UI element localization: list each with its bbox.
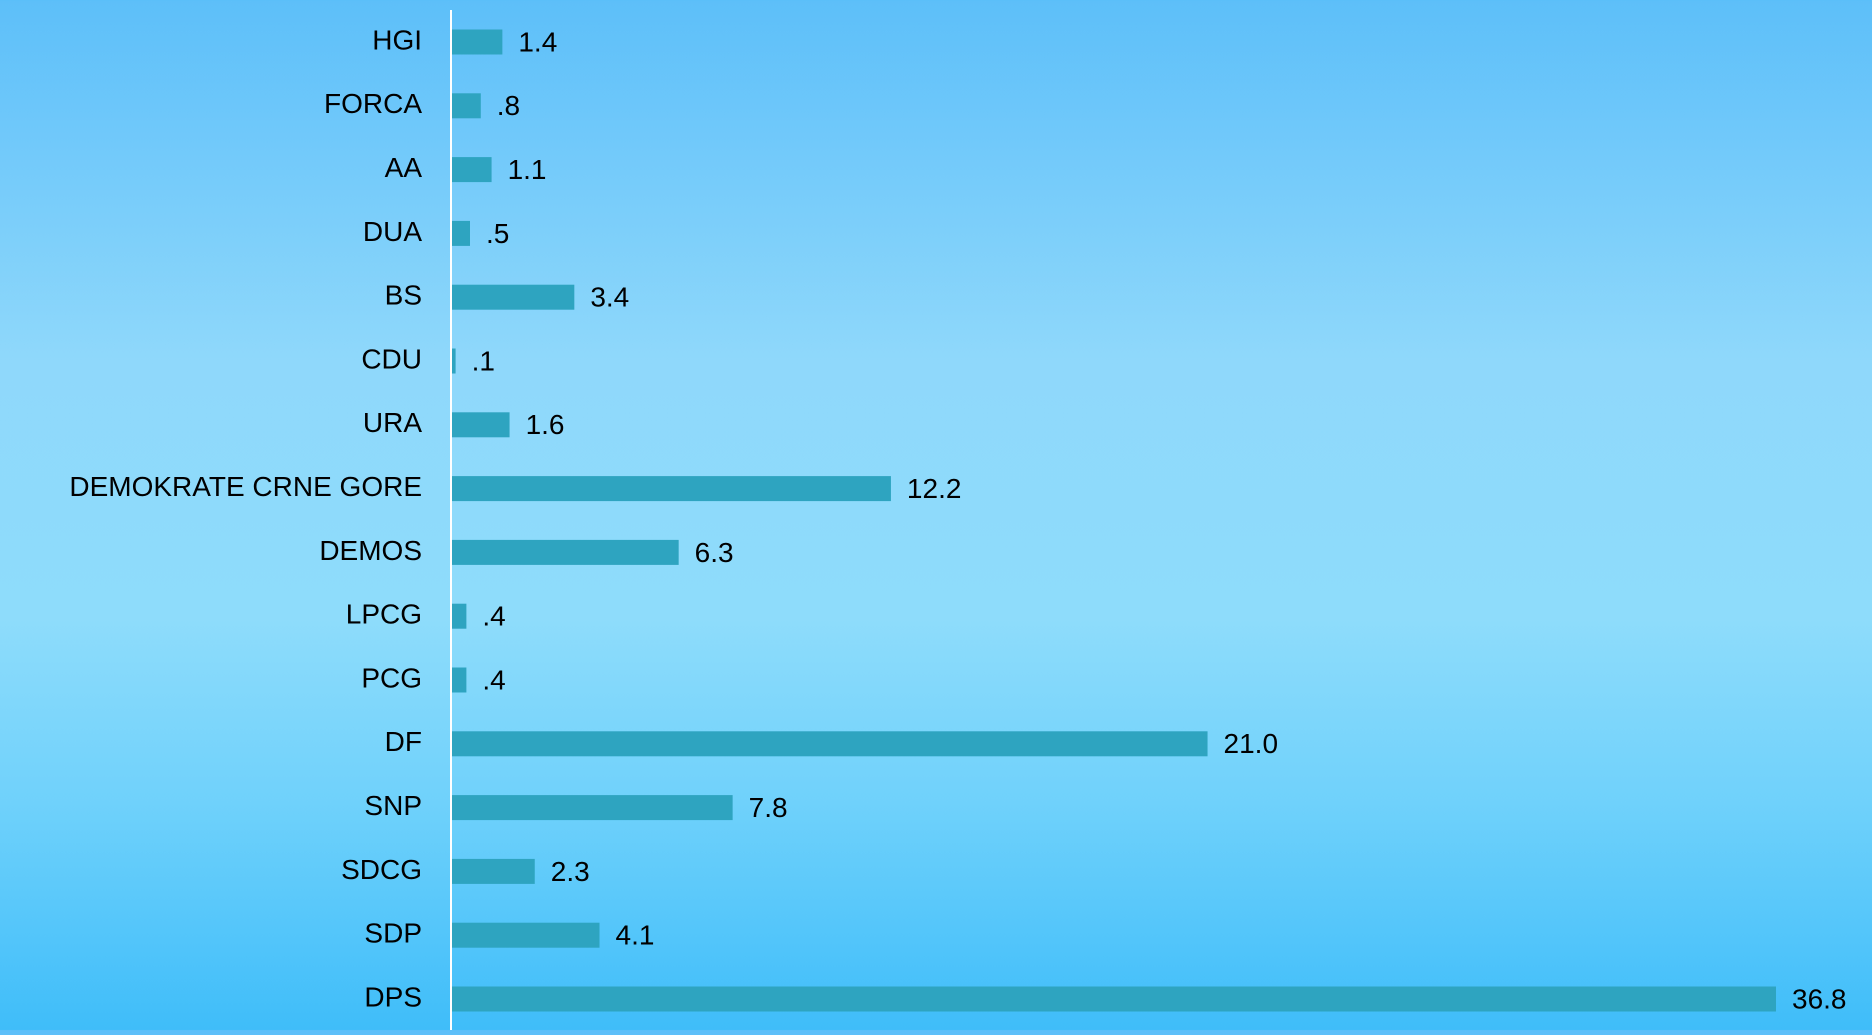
value-label: 21.0 xyxy=(1224,728,1279,759)
category-label: SDP xyxy=(364,918,422,949)
value-label: .4 xyxy=(482,601,505,632)
value-label: 4.1 xyxy=(616,920,655,951)
bars-group xyxy=(452,29,1776,1012)
category-label: SNP xyxy=(364,790,422,821)
value-label: 36.8 xyxy=(1792,983,1847,1014)
bar-dps xyxy=(452,986,1776,1012)
value-label: .4 xyxy=(482,664,505,695)
bar-cdu xyxy=(452,348,456,374)
bar-dua xyxy=(452,220,470,246)
value-label: 3.4 xyxy=(590,282,629,313)
value-labels-group: 1.4 .8 1.1 .5 3.4 .1 1.6 12.2 6.3 .4 .4 21.0 7.8 2.3 4… xyxy=(472,26,1847,1014)
category-label: PCG xyxy=(361,662,422,693)
value-label: .5 xyxy=(486,218,509,249)
value-label: 12.2 xyxy=(907,473,962,504)
bar-ura xyxy=(452,412,510,438)
value-label: 6.3 xyxy=(695,537,734,568)
value-label: 1.6 xyxy=(526,409,565,440)
category-label: CDU xyxy=(361,343,422,374)
bar-sdp xyxy=(452,922,600,948)
category-label: DEMOKRATE CRNE GORE xyxy=(69,471,422,502)
category-label: DPS xyxy=(364,981,422,1012)
category-labels-group: HGI FORCA AA DUA BS CDU URA DEMOKRATE CRNE GORE… xyxy=(69,24,422,1012)
bar-df xyxy=(452,731,1208,757)
category-label: AA xyxy=(385,152,423,183)
bar-sdcg xyxy=(452,858,535,884)
bar-demokrate-crne-gore xyxy=(452,476,891,502)
category-label: LPCG xyxy=(346,599,422,630)
bar-bs xyxy=(452,284,575,310)
category-label: FORCA xyxy=(324,88,422,119)
bar-snp xyxy=(452,795,733,821)
value-label: 7.8 xyxy=(749,792,788,823)
category-label: BS xyxy=(385,280,422,311)
category-label: DUA xyxy=(363,216,422,247)
category-label: SDCG xyxy=(341,854,422,885)
bar-lpcg xyxy=(452,603,467,629)
value-label: .1 xyxy=(472,345,495,376)
value-label: 1.1 xyxy=(508,154,547,185)
value-label: .8 xyxy=(497,90,520,121)
bar-hgi xyxy=(452,29,503,55)
bar-forca xyxy=(452,93,481,119)
category-label: DEMOS xyxy=(319,535,422,566)
category-label: HGI xyxy=(372,24,422,55)
bar-demos xyxy=(452,539,679,565)
value-label: 1.4 xyxy=(518,26,557,57)
value-label: 2.3 xyxy=(551,856,590,887)
bar-aa xyxy=(452,157,492,183)
category-label: URA xyxy=(363,407,422,438)
bar-pcg xyxy=(452,667,467,693)
category-label: DF xyxy=(385,726,422,757)
